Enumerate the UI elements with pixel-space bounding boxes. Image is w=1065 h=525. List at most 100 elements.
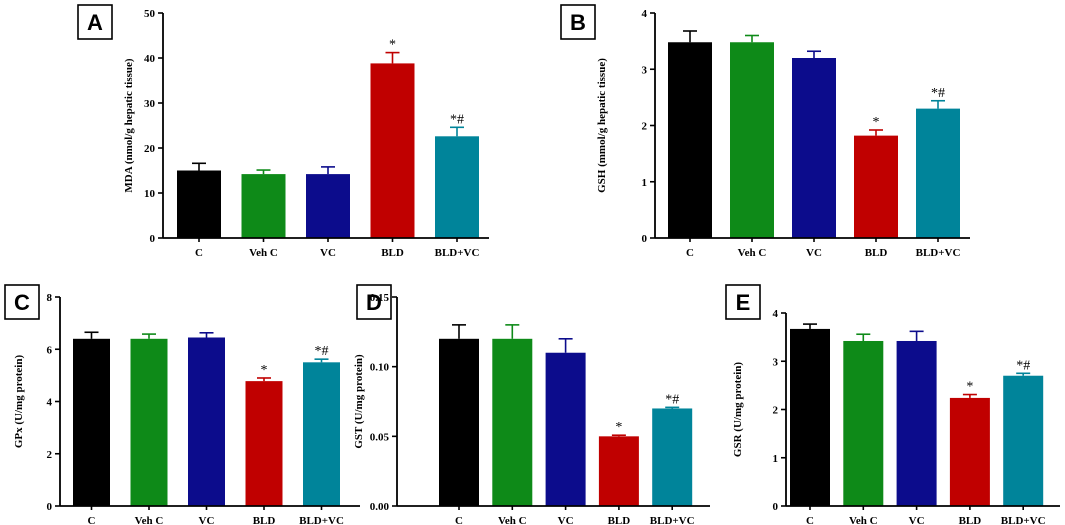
x-tick-label: BLD xyxy=(608,515,631,525)
bar-bld-vc xyxy=(435,136,479,238)
y-tick-label: 4 xyxy=(47,397,53,409)
y-tick-label: 0.10 xyxy=(370,362,390,374)
significance-mark-bld: * xyxy=(389,38,396,53)
significance-mark-bld: * xyxy=(615,420,622,435)
bar-veh-c xyxy=(843,340,884,506)
x-tick-label: VC xyxy=(806,247,822,259)
x-tick-label: BLD xyxy=(865,247,888,259)
bar-bld xyxy=(949,397,990,506)
panel-letter-box xyxy=(356,284,392,320)
panel-letter: B xyxy=(570,10,586,35)
bar-vc xyxy=(792,58,836,238)
panel-letter-box xyxy=(4,284,40,320)
y-tick-label: 0 xyxy=(150,233,156,245)
panel-b: B C Veh C VC * BLD *# BLD+VC 0 1 2 3 4 GSH (mmol/g he… xyxy=(560,4,970,259)
x-tick-label: Veh C xyxy=(498,515,527,525)
bar-c xyxy=(668,42,712,238)
significance-mark-bld: * xyxy=(261,363,268,378)
panel-letter: C xyxy=(14,290,30,315)
significance-mark-bld-vc: *# xyxy=(665,392,679,407)
y-tick-label: 0 xyxy=(642,233,648,245)
y-tick-label: 30 xyxy=(144,98,156,110)
x-tick-label: BLD+VC xyxy=(650,515,695,525)
panel-e: E C Veh C VC * BLD *# BLD+VC 0 1 2 3 4 GSR (U/mg prot… xyxy=(725,284,1060,525)
x-tick-label: Veh C xyxy=(849,515,878,525)
bar-bld xyxy=(854,135,898,238)
x-tick-label: BLD+VC xyxy=(1001,515,1046,525)
y-tick-label: 2 xyxy=(642,121,648,133)
bar-vc xyxy=(306,174,350,238)
x-tick-label: BLD+VC xyxy=(435,247,480,259)
significance-mark-bld-vc: *# xyxy=(931,86,945,101)
y-tick-label: 4 xyxy=(642,8,648,20)
significance-mark-bld-vc: *# xyxy=(1016,358,1030,373)
bar-c xyxy=(73,338,110,506)
y-tick-label: 10 xyxy=(144,188,156,200)
y-tick-label: 4 xyxy=(773,308,779,320)
bar-bld-vc xyxy=(1003,375,1044,506)
y-tick-label: 3 xyxy=(642,64,648,76)
panel-a: A C Veh C VC * BLD *# BLD+VC 0 10 20 30 40 50 MDA (nmo… xyxy=(77,4,489,259)
y-tick-label: 8 xyxy=(47,292,53,304)
y-axis-label: GST (U/mg protein) xyxy=(353,354,365,449)
panel-c: C C Veh C VC * BLD *# BLD+VC 0 2 4 6 8 GPx (U/mg prot… xyxy=(4,284,360,525)
y-tick-label: 0 xyxy=(47,501,53,513)
y-tick-label: 1 xyxy=(642,177,648,189)
bar-bld xyxy=(370,63,415,239)
panel-letter: D xyxy=(366,290,382,315)
y-tick-label: 1 xyxy=(773,453,779,465)
x-tick-label: VC xyxy=(909,515,925,525)
x-tick-label: Veh C xyxy=(135,515,164,525)
x-tick-label: VC xyxy=(199,515,215,525)
bar-vc xyxy=(896,340,937,506)
bar-c xyxy=(177,170,221,238)
y-tick-label: 0 xyxy=(773,501,779,513)
panel-letter-box xyxy=(560,4,596,40)
x-tick-label: Veh C xyxy=(738,247,767,259)
bar-c xyxy=(790,328,830,506)
x-tick-label: Veh C xyxy=(249,247,278,259)
panel-letter-box xyxy=(77,4,113,40)
x-tick-label: C xyxy=(195,247,203,259)
x-tick-label: BLD xyxy=(253,515,276,525)
x-tick-label: BLD+VC xyxy=(299,515,344,525)
x-tick-label: C xyxy=(686,247,694,259)
x-tick-label: C xyxy=(88,515,96,525)
bar-bld-vc xyxy=(652,408,693,506)
x-tick-label: VC xyxy=(320,247,336,259)
bar-vc xyxy=(188,337,225,506)
bar-bld-vc xyxy=(916,108,960,238)
panel-letter: A xyxy=(87,10,103,35)
x-tick-label: BLD+VC xyxy=(916,247,961,259)
bar-vc xyxy=(545,352,586,506)
bar-veh-c xyxy=(730,42,774,238)
y-axis-label: MDA (nmol/g hepatic tissue) xyxy=(123,58,135,192)
y-tick-label: 20 xyxy=(144,143,156,155)
x-tick-label: C xyxy=(806,515,814,525)
significance-mark-bld-vc: *# xyxy=(315,344,329,359)
panel-letter: E xyxy=(736,290,751,315)
x-tick-label: VC xyxy=(558,515,574,525)
bar-veh-c xyxy=(241,174,286,238)
y-tick-label: 2 xyxy=(47,449,53,461)
y-tick-label: 40 xyxy=(144,53,156,65)
bar-c xyxy=(439,338,479,506)
bar-bld-vc xyxy=(303,362,340,506)
y-tick-label: 0.00 xyxy=(370,501,390,513)
bar-veh-c xyxy=(130,338,168,506)
y-tick-label: 6 xyxy=(47,344,53,356)
y-tick-label: 50 xyxy=(144,8,156,20)
significance-mark-bld: * xyxy=(873,115,880,130)
panel-d: D C Veh C VC * BLD *# BLD+VC 0.00 0.05 0.10 0.15 GST… xyxy=(353,284,710,525)
panel-letter-box xyxy=(725,284,761,320)
x-tick-label: BLD xyxy=(381,247,404,259)
y-tick-label: 0.05 xyxy=(370,431,390,443)
x-tick-label: C xyxy=(455,515,463,525)
bar-bld xyxy=(598,436,639,506)
y-axis-label: GSR (U/mg protein) xyxy=(732,362,744,457)
significance-mark-bld-vc: *# xyxy=(450,112,464,127)
bar-bld xyxy=(245,381,283,506)
x-tick-label: BLD xyxy=(959,515,982,525)
bar-veh-c xyxy=(492,338,533,506)
y-axis-label: GSH (mmol/g hepatic tissue) xyxy=(596,58,608,193)
